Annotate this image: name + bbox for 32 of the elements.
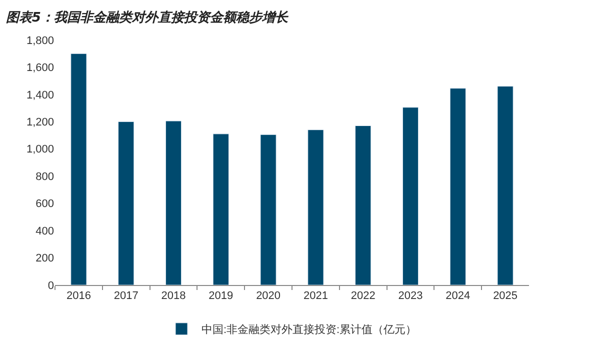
x-tick-label: 2018 (161, 290, 186, 302)
y-tick-label: 800 (36, 170, 54, 183)
bar (450, 88, 466, 285)
chart-title: 图表5：我国非金融类对外直接投资金额稳步增长 (6, 10, 289, 26)
y-tick-label: 1,200 (26, 116, 54, 129)
bar (308, 130, 324, 285)
x-tick-label: 2024 (446, 290, 470, 302)
bar (402, 107, 419, 285)
bar (70, 53, 87, 285)
x-tick-label: 2021 (303, 290, 328, 302)
x-tick-label: 2025 (493, 290, 518, 302)
x-tick-label: 2017 (114, 290, 138, 302)
bar (260, 134, 276, 285)
legend-label: 中国:非金融类对外直接投资:累计值（亿元） (202, 323, 417, 336)
y-tick-label: 1,600 (26, 62, 54, 74)
y-tick-label: 200 (36, 252, 54, 265)
x-tick-label: 2023 (398, 290, 423, 302)
bar (212, 134, 229, 285)
bar (165, 120, 182, 285)
bar (118, 121, 134, 285)
y-tick-label: 600 (36, 198, 54, 210)
x-tick-label: 2016 (66, 290, 91, 302)
x-tick-label: 2020 (256, 290, 281, 302)
y-tick-label: 400 (36, 225, 54, 238)
bar (355, 126, 372, 285)
bar (497, 86, 514, 285)
y-tick-label: 0 (48, 280, 54, 292)
y-tick-label: 1,400 (26, 89, 54, 102)
y-tick-label: 1,000 (26, 144, 54, 156)
y-tick-label: 1,800 (26, 34, 54, 47)
x-tick-label: 2019 (208, 290, 234, 302)
x-tick-label: 2022 (350, 290, 376, 302)
